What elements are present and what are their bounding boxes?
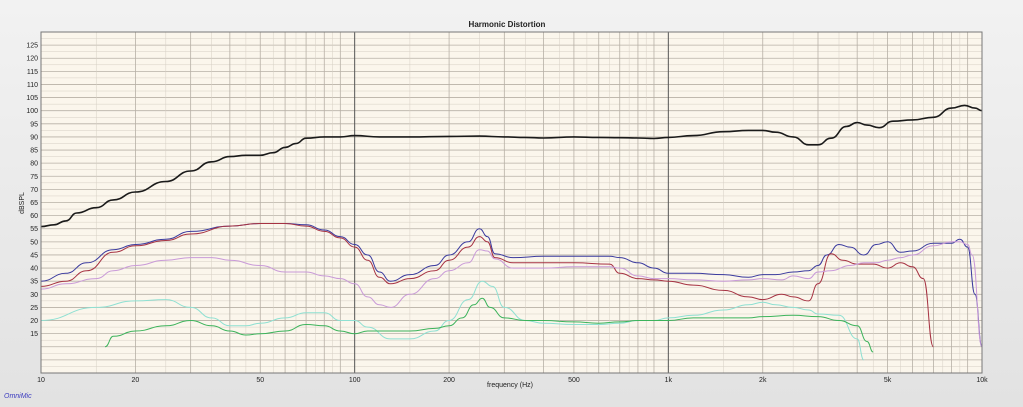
- y-tick-label: 15: [30, 331, 38, 338]
- y-tick-label: 55: [30, 226, 38, 233]
- plot-border: [40, 31, 983, 374]
- series-line-h3: [41, 241, 982, 348]
- chart-title: Harmonic Distortion: [469, 20, 546, 29]
- x-tick-label: 500: [568, 377, 580, 384]
- x-tick-label: 20: [132, 377, 140, 384]
- x-tick-label: 1k: [665, 377, 673, 384]
- y-tick-label: 30: [30, 292, 38, 299]
- y-tick-label: 125: [26, 43, 38, 50]
- x-tick-label: 5k: [884, 377, 892, 384]
- omnimic-watermark: OmniMic: [4, 393, 32, 400]
- y-tick-label: 110: [27, 82, 38, 89]
- y-tick-label: 65: [30, 200, 38, 207]
- y-tick-label: 35: [30, 279, 38, 286]
- series-line-h4: [41, 280, 865, 361]
- y-tick-label: 95: [30, 121, 38, 128]
- y-tick-label: 40: [30, 266, 38, 273]
- y-tick-label: 45: [30, 252, 38, 259]
- grid: [40, 32, 982, 373]
- series-line-h5: [104, 297, 874, 353]
- y-axis-label: dBSPL: [19, 192, 26, 214]
- x-tick-label: 10k: [976, 377, 988, 384]
- y-tick-label: 20: [30, 318, 38, 325]
- x-tick-label: 2k: [759, 377, 767, 384]
- x-tick-label: 10: [37, 377, 45, 384]
- x-tick-labels: 10 20 50 100 200 500 1k 2k 5k 10k: [37, 377, 988, 384]
- y-tick-label: 120: [26, 56, 38, 63]
- series-line-h2: [41, 223, 934, 348]
- y-tick-label: 90: [30, 134, 38, 141]
- x-axis-label: frequency (Hz): [487, 382, 533, 389]
- x-tick-label: 50: [256, 377, 264, 384]
- y-tick-label: 115: [27, 69, 38, 76]
- y-tick-label: 100: [26, 108, 38, 115]
- x-tick-label: 100: [349, 377, 361, 384]
- y-tick-label: 50: [30, 239, 38, 246]
- y-tick-label: 75: [30, 174, 38, 181]
- y-tick-label: 60: [30, 213, 38, 220]
- x-tick-label: 200: [443, 377, 455, 384]
- y-tick-label: 70: [30, 187, 38, 194]
- series-line-fundamental: [41, 104, 982, 228]
- y-tick-labels: 15 20 25 30 35 40 45 50 55 60 65 70 75 80 85 90 95 100 105…: [26, 43, 38, 339]
- series-layer: [41, 104, 982, 361]
- y-tick-label: 105: [26, 95, 38, 102]
- y-tick-label: 80: [30, 161, 38, 168]
- y-tick-label: 85: [30, 148, 38, 155]
- y-tick-label: 25: [30, 305, 38, 312]
